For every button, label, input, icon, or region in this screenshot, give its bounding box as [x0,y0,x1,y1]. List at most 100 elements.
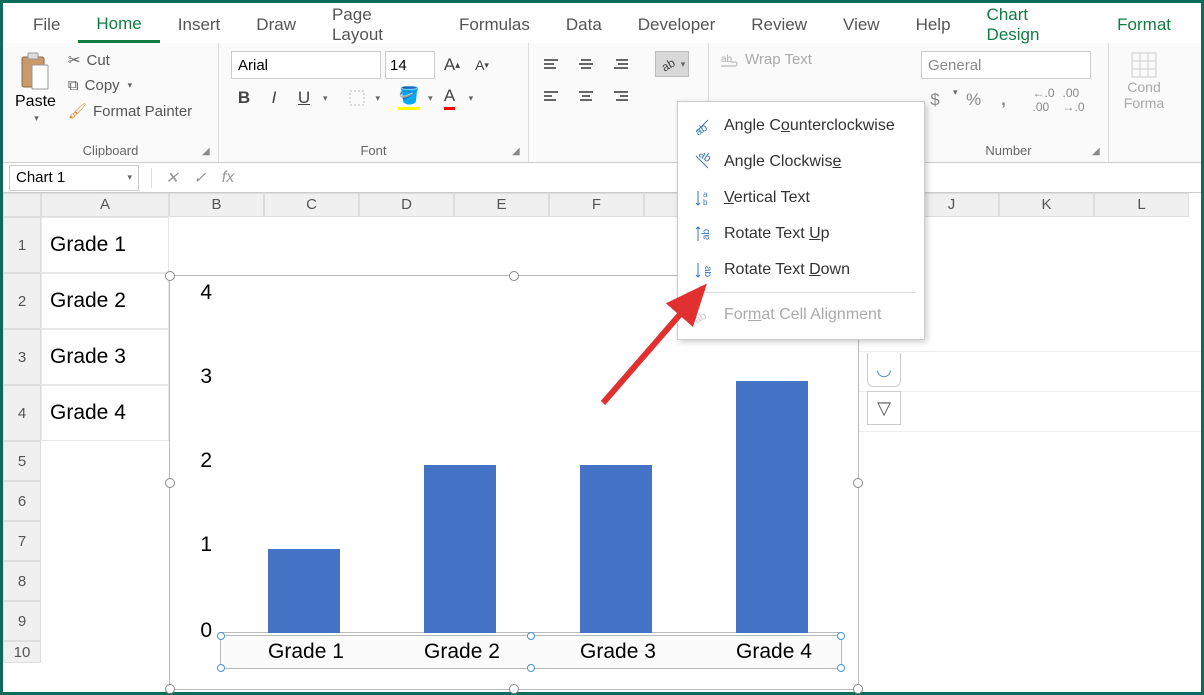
decrease-decimal-button[interactable]: .00→.0 [1060,87,1088,113]
bar-grade-1[interactable] [268,549,340,633]
col-header-C[interactable]: C [264,193,359,217]
row-header-2[interactable]: 2 [3,273,41,329]
number-format-select[interactable] [921,51,1091,79]
tab-home[interactable]: Home [78,8,159,43]
align-middle-button[interactable] [573,53,599,75]
row-header-5[interactable]: 5 [3,441,41,481]
dialog-launcher-icon[interactable]: ◢ [1092,146,1104,158]
bar-grade-3[interactable] [580,465,652,633]
x-axis-selected[interactable]: Grade 1 Grade 2 Grade 3 Grade 4 [220,635,842,669]
dialog-launcher-icon[interactable]: ◢ [202,146,214,158]
tab-data[interactable]: Data [548,9,620,41]
y-tick-2: 2 [200,449,212,473]
tab-file[interactable]: File [15,9,78,41]
underline-button[interactable]: U [291,85,317,111]
plot-area[interactable] [220,292,842,633]
cell-A1[interactable]: Grade 1 [41,217,169,273]
tab-formulas[interactable]: Formulas [441,9,548,41]
col-header-D[interactable]: D [359,193,454,217]
tab-view[interactable]: View [825,9,898,41]
angle-cw-item[interactable]: ab Angle Clockwise [678,144,924,180]
align-center-button[interactable] [573,85,599,107]
row-header-8[interactable]: 8 [3,561,41,601]
bold-button[interactable]: B [231,85,257,111]
font-name-select[interactable] [231,51,381,79]
y-axis[interactable]: 0 1 2 3 4 [186,284,216,633]
tab-developer[interactable]: Developer [620,9,734,41]
tab-help[interactable]: Help [898,9,969,41]
col-header-A[interactable]: A [41,193,169,217]
col-header-E[interactable]: E [454,193,549,217]
cell-A2[interactable]: Grade 2 [41,273,169,329]
resize-handle-n[interactable] [509,271,519,281]
row-header-3[interactable]: 3 [3,329,41,385]
col-header-F[interactable]: F [549,193,644,217]
tab-insert[interactable]: Insert [160,9,239,41]
cancel-formula-button[interactable]: ✕ [158,168,186,188]
cell-A4[interactable]: Grade 4 [41,385,169,441]
axis-handle[interactable] [837,664,845,672]
rotate-down-item[interactable]: ab Rotate Text Down [678,252,924,288]
font-size-select[interactable] [385,51,435,79]
axis-handle[interactable] [217,632,225,640]
enter-formula-button[interactable]: ✓ [186,168,214,188]
resize-handle-se[interactable] [853,684,863,694]
conditional-formatting-button[interactable]: Cond Forma [1117,47,1171,115]
chart-styles-button[interactable]: ◡ [867,353,901,387]
dialog-launcher-icon[interactable]: ◢ [512,146,524,158]
accounting-format-button[interactable]: $ [921,87,949,113]
orientation-button[interactable]: ab ▾ [655,51,689,77]
decrease-font-button[interactable]: A▾ [469,52,495,78]
angle-ccw-item[interactable]: ab Angle Counterclockwise [678,108,924,144]
resize-handle-sw[interactable] [165,684,175,694]
paste-button[interactable]: Paste ▾ [11,47,60,128]
align-right-button[interactable] [605,85,631,107]
axis-handle[interactable] [217,664,225,672]
cell-A3[interactable]: Grade 3 [41,329,169,385]
font-color-button[interactable]: A [437,85,463,111]
percent-format-button[interactable]: % [960,87,988,113]
tab-format[interactable]: Format [1099,9,1189,41]
row-header-4[interactable]: 4 [3,385,41,441]
chart-filters-button[interactable]: ▽ [867,391,901,425]
bar-grade-2[interactable] [424,465,496,633]
increase-font-button[interactable]: A▴ [439,52,465,78]
align-left-button[interactable] [541,85,567,107]
tab-draw[interactable]: Draw [238,9,314,41]
col-header-K[interactable]: K [999,193,1094,217]
axis-handle[interactable] [527,664,535,672]
row-header-7[interactable]: 7 [3,521,41,561]
increase-decimal-button[interactable]: ←.0.00 [1030,87,1058,113]
axis-handle[interactable] [837,632,845,640]
name-box[interactable]: Chart 1▾ [9,165,139,191]
bar-grade-4[interactable] [736,381,808,633]
resize-handle-e[interactable] [853,478,863,488]
col-header-B[interactable]: B [169,193,264,217]
resize-handle-s[interactable] [509,684,519,694]
insert-function-button[interactable]: fx [214,169,242,187]
row-header-10[interactable]: 10 [3,641,41,663]
comma-format-button[interactable]: , [990,87,1018,113]
axis-handle[interactable] [527,632,535,640]
borders-button[interactable] [344,85,370,111]
row-header-9[interactable]: 9 [3,601,41,641]
chevron-down-icon: ▾ [681,59,686,70]
row-header-1[interactable]: 1 [3,217,41,273]
resize-handle-nw[interactable] [165,271,175,281]
chart-plot-area[interactable]: 0 1 2 3 4 Grade 1 Grade 2 Grade 3 Grade … [186,284,842,669]
row-header-6[interactable]: 6 [3,481,41,521]
format-painter-button[interactable]: 🖌Format Painter [64,100,196,122]
copy-button[interactable]: ⧉Copy▾ [64,75,196,96]
tab-review[interactable]: Review [733,9,825,41]
fill-color-button[interactable]: 🪣 [396,85,422,111]
resize-handle-w[interactable] [165,478,175,488]
col-header-L[interactable]: L [1094,193,1189,217]
cut-button[interactable]: ✂Cut [64,49,196,71]
select-all-button[interactable] [3,193,41,217]
wrap-text-button[interactable]: ab Wrap Text [717,47,901,72]
rotate-up-item[interactable]: ab Rotate Text Up [678,216,924,252]
vertical-text-item[interactable]: ab Vertical Text [678,180,924,216]
align-bottom-button[interactable] [605,53,631,75]
align-top-button[interactable] [541,53,567,75]
italic-button[interactable]: I [261,85,287,111]
